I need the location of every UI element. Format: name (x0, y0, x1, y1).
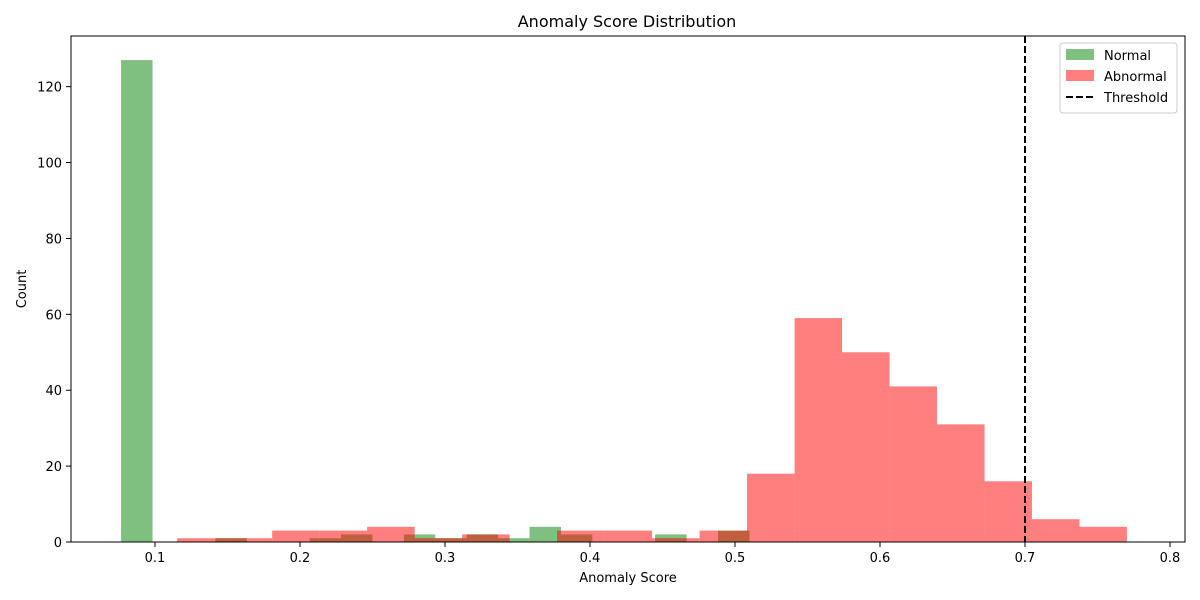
legend-swatch-abnormal (1066, 70, 1094, 81)
legend-label-normal: Normal (1104, 49, 1151, 64)
x-tick-label: 0.6 (870, 551, 891, 566)
bar-normal-10 (655, 534, 687, 542)
y-tick-label: 60 (45, 308, 62, 323)
y-tick-label: 120 (37, 81, 62, 96)
y-axis-label: Count (15, 270, 30, 309)
bar-abnormal-16 (936, 424, 985, 542)
plot-frame (70, 35, 1186, 543)
bar-abnormal-14 (842, 352, 890, 542)
bar-abnormal-8 (557, 530, 605, 542)
bar-abnormal-2 (272, 530, 320, 542)
bar-abnormal-12 (747, 473, 795, 542)
y-tick-label: 100 (37, 157, 62, 172)
bar-abnormal-10 (652, 538, 700, 542)
y-tick-label: 20 (45, 460, 62, 475)
chart-title: Anomaly Score Distribution (518, 12, 737, 31)
x-axis-ticks: 0.1 0.2 0.3 0.4 0.5 0.6 0.7 0.8 (145, 542, 1181, 566)
legend-box (1059, 42, 1178, 114)
bar-abnormal-5 (414, 538, 463, 542)
x-tick-label: 0.7 (1015, 551, 1036, 566)
y-axis-ticks: 0 20 40 60 80 100 120 (37, 81, 71, 551)
bar-abnormal-15 (889, 386, 937, 542)
legend: Normal Abnormal Threshold (1059, 42, 1178, 114)
legend-label-threshold: Threshold (1103, 91, 1168, 106)
bar-abnormal-4 (367, 526, 415, 542)
bar-abnormal-3 (319, 530, 368, 542)
x-tick-label: 0.8 (1160, 551, 1181, 566)
x-tick-label: 0.5 (725, 551, 746, 566)
y-tick-label: 40 (45, 384, 62, 399)
y-tick-label: 0 (54, 536, 62, 551)
y-tick-label: 80 (45, 232, 62, 247)
x-tick-label: 0.1 (145, 551, 166, 566)
bar-abnormal-13 (794, 318, 843, 542)
bar-abnormal-19 (1079, 526, 1127, 542)
bar-abnormal-18 (1031, 519, 1080, 542)
bar-abnormal-6 (462, 534, 510, 542)
bar-abnormal-11 (699, 530, 748, 542)
bar-normal-8 (529, 526, 561, 542)
bar-normal-4 (403, 534, 436, 542)
bar-abnormal-9 (604, 530, 653, 542)
bar-abnormal-0 (177, 538, 225, 542)
bar-normal-0 (121, 60, 153, 542)
x-tick-label: 0.3 (435, 551, 456, 566)
x-tick-label: 0.4 (580, 551, 601, 566)
bar-abnormal-1 (224, 538, 273, 542)
x-axis-label: Anomaly Score (579, 571, 677, 586)
x-tick-label: 0.2 (290, 551, 311, 566)
legend-swatch-normal (1066, 49, 1094, 60)
legend-label-abnormal: Abnormal (1104, 70, 1167, 85)
bar-normal-7 (498, 538, 530, 542)
abnormal-bars (177, 318, 1127, 542)
